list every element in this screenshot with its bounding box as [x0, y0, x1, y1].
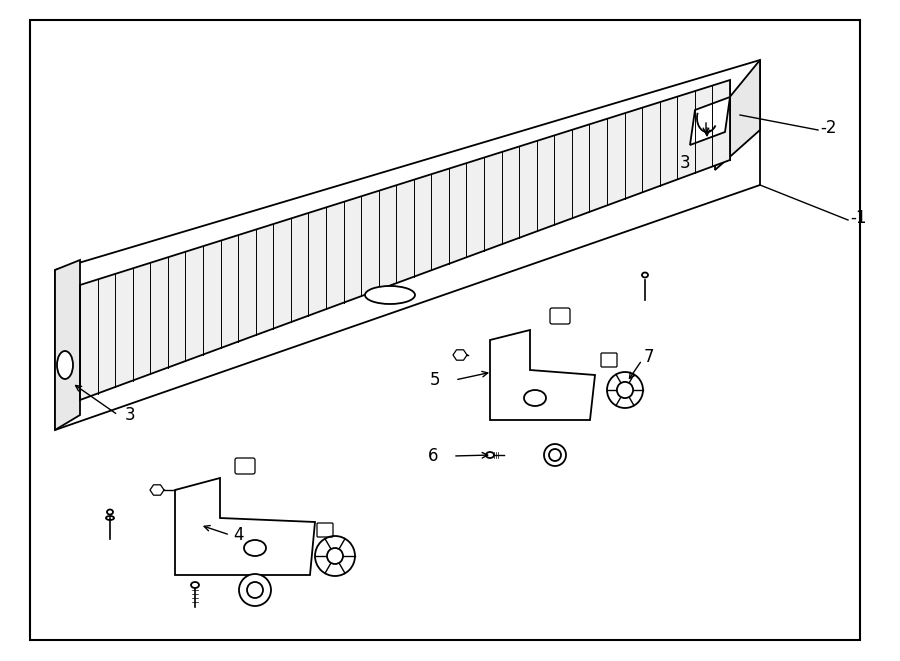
Ellipse shape	[544, 444, 566, 466]
Ellipse shape	[549, 449, 561, 461]
Polygon shape	[55, 60, 760, 430]
Ellipse shape	[107, 510, 113, 514]
Ellipse shape	[642, 272, 648, 278]
Ellipse shape	[365, 286, 415, 304]
Ellipse shape	[244, 540, 266, 556]
Polygon shape	[690, 97, 730, 145]
Ellipse shape	[57, 351, 73, 379]
Polygon shape	[490, 330, 595, 420]
FancyBboxPatch shape	[550, 308, 570, 324]
FancyBboxPatch shape	[235, 458, 255, 474]
Text: 6: 6	[428, 447, 438, 465]
Polygon shape	[55, 260, 80, 430]
Polygon shape	[80, 80, 730, 400]
Ellipse shape	[239, 574, 271, 606]
Text: 3: 3	[680, 154, 690, 172]
Text: -1: -1	[850, 209, 867, 227]
Text: 5: 5	[429, 371, 440, 389]
Text: 7: 7	[644, 348, 654, 366]
FancyBboxPatch shape	[317, 523, 333, 537]
Polygon shape	[175, 478, 315, 575]
Text: 3: 3	[125, 406, 136, 424]
Ellipse shape	[616, 382, 633, 398]
FancyBboxPatch shape	[601, 353, 617, 367]
Ellipse shape	[486, 452, 494, 458]
Polygon shape	[715, 60, 760, 170]
Ellipse shape	[247, 582, 263, 598]
Ellipse shape	[191, 582, 199, 588]
Text: -2: -2	[820, 119, 836, 137]
Ellipse shape	[524, 390, 546, 406]
Ellipse shape	[327, 548, 343, 564]
Ellipse shape	[106, 516, 114, 520]
Text: 4: 4	[233, 526, 244, 544]
